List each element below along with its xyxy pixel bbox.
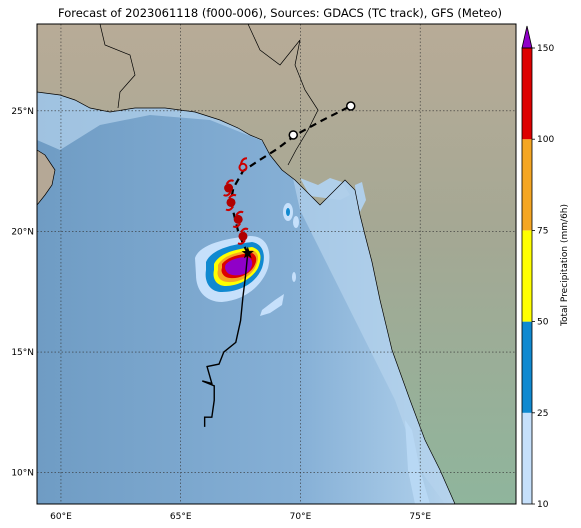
precip-patch [292,272,296,282]
lat-tick-label: 20°N [11,227,34,237]
hurricane-core [234,215,243,224]
colorbar: 10 25 50 75 100 150 [522,26,554,510]
lat-tick-label: 10°N [11,469,34,479]
colorbar-bin [522,413,532,504]
precip-patch [293,216,299,228]
colorbar-bin [522,322,532,413]
hurricane-core [226,198,235,207]
colorbar-bin [522,139,532,230]
colorbar-tick-label: 25 [537,409,548,419]
lat-tick-label: 25°N [11,107,34,117]
precip-patch [286,208,290,216]
map-panel [37,24,516,504]
lon-tick-label: 70°E [290,512,312,522]
colorbar-bin [522,230,532,321]
lon-tick-label: 75°E [409,512,431,522]
colorbar-label: Total Precipitation (mm/6h) [560,204,570,327]
colorbar-extend-arrow [522,26,532,48]
colorbar-tick-label: 150 [537,44,554,54]
lon-tick-label: 60°E [50,512,72,522]
remnant-low-marker [347,102,355,110]
colorbar-tick-label: 10 [537,500,549,510]
remnant-low-marker [289,131,297,139]
lat-tick-labels: 10°N 15°N 20°N 25°N [11,107,34,479]
lat-tick-label: 15°N [11,348,34,358]
colorbar-tick-label: 100 [537,135,554,145]
lon-tick-labels: 60°E 65°E 70°E 75°E [50,512,431,522]
lon-tick-label: 65°E [170,512,192,522]
colorbar-bin [522,48,532,139]
colorbar-tick-label: 75 [537,226,548,236]
colorbar-tick-label: 50 [537,318,549,328]
hurricane-core [224,184,233,193]
hurricane-core [238,232,247,241]
